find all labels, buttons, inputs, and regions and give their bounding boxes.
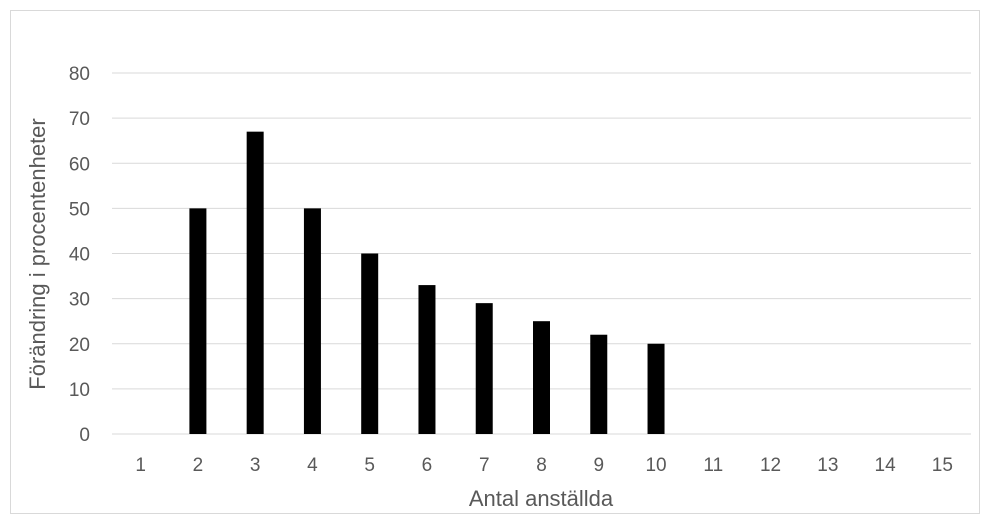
y-tick-label: 20	[69, 335, 90, 356]
chart-area	[10, 10, 980, 514]
y-tick-label: 70	[69, 109, 90, 130]
bar-10	[647, 343, 665, 434]
x-axis-title: Antal anställda	[469, 486, 614, 511]
y-tick-label: 30	[69, 290, 90, 311]
x-tick-label: 12	[760, 455, 781, 476]
bar-2	[189, 208, 207, 434]
bar-6	[418, 285, 436, 434]
bar-8	[533, 321, 550, 434]
x-tick-label: 11	[703, 455, 723, 476]
y-tick-label: 40	[69, 245, 90, 266]
x-tick-label: 4	[307, 455, 318, 476]
y-tick-label: 10	[69, 380, 90, 401]
bar-4	[303, 208, 321, 434]
bar-9	[590, 334, 608, 434]
x-tick-label: 3	[250, 455, 261, 476]
x-tick-label: 7	[479, 455, 490, 476]
bar-5	[361, 253, 379, 434]
y-axis-ticks: 0 10 20 30 40 50 60 70 80	[69, 64, 90, 446]
bar-3	[246, 131, 264, 434]
bars	[189, 131, 665, 434]
bar-7	[475, 303, 493, 434]
x-tick-label: 6	[422, 455, 433, 476]
y-tick-label: 50	[69, 199, 90, 220]
x-tick-label: 5	[364, 455, 375, 476]
y-axis-title: Förändring i procentenheter	[25, 118, 50, 390]
x-axis-ticks: 1 2 3 4 5 6 7 8 9 10 11 12 13 14 15	[135, 455, 953, 476]
x-tick-label: 10	[645, 455, 666, 476]
x-tick-label: 9	[593, 455, 604, 476]
x-tick-label: 8	[536, 455, 547, 476]
x-tick-label: 2	[193, 455, 204, 476]
x-tick-label: 15	[932, 455, 953, 476]
x-tick-label: 1	[135, 455, 146, 476]
y-tick-label: 60	[69, 154, 90, 175]
x-tick-label: 13	[817, 455, 838, 476]
y-tick-label: 0	[79, 425, 90, 446]
y-tick-label: 80	[69, 64, 90, 85]
x-tick-label: 14	[875, 455, 897, 476]
